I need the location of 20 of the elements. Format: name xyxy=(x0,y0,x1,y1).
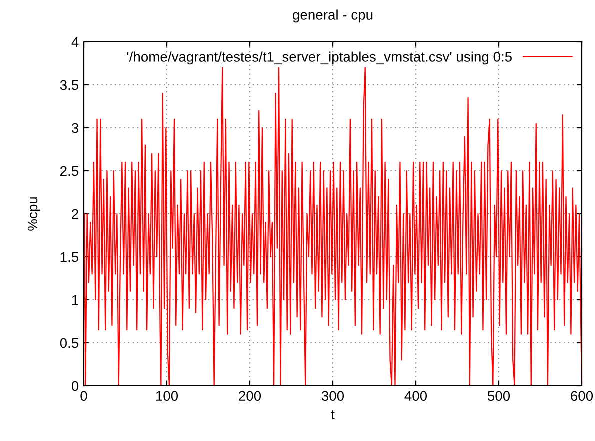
chart-title: general - cpu xyxy=(293,10,373,23)
x-tick-label: 100 xyxy=(156,391,178,402)
y-tick-label: 1 xyxy=(72,295,78,306)
y-tick-label: 3 xyxy=(72,123,79,134)
x-tick-label: 600 xyxy=(571,391,594,402)
y-tick-label: 0 xyxy=(72,381,79,392)
y-tick-label: 4 xyxy=(72,37,79,48)
y-tick-label: 2.5 xyxy=(60,166,79,176)
x-tick-label: 400 xyxy=(404,391,428,402)
y-tick-label: 1.5 xyxy=(60,252,79,262)
x-tick-label: 300 xyxy=(322,391,344,402)
x-tick-label: 500 xyxy=(488,391,510,402)
x-tick-label: 0 xyxy=(80,391,88,402)
x-tick-label: 200 xyxy=(239,391,262,402)
y-tick-label: 0.5 xyxy=(60,338,79,348)
y-tick-label: 2 xyxy=(72,209,78,220)
legend-label: '/home/vagrant/testes/t1_server_iptables_vmstat.csv' using 0:5 xyxy=(127,52,512,65)
y-tick-label: 3.5 xyxy=(60,80,79,90)
y-axis-title: %cpu xyxy=(28,198,40,231)
x-axis-title: t xyxy=(331,410,335,420)
